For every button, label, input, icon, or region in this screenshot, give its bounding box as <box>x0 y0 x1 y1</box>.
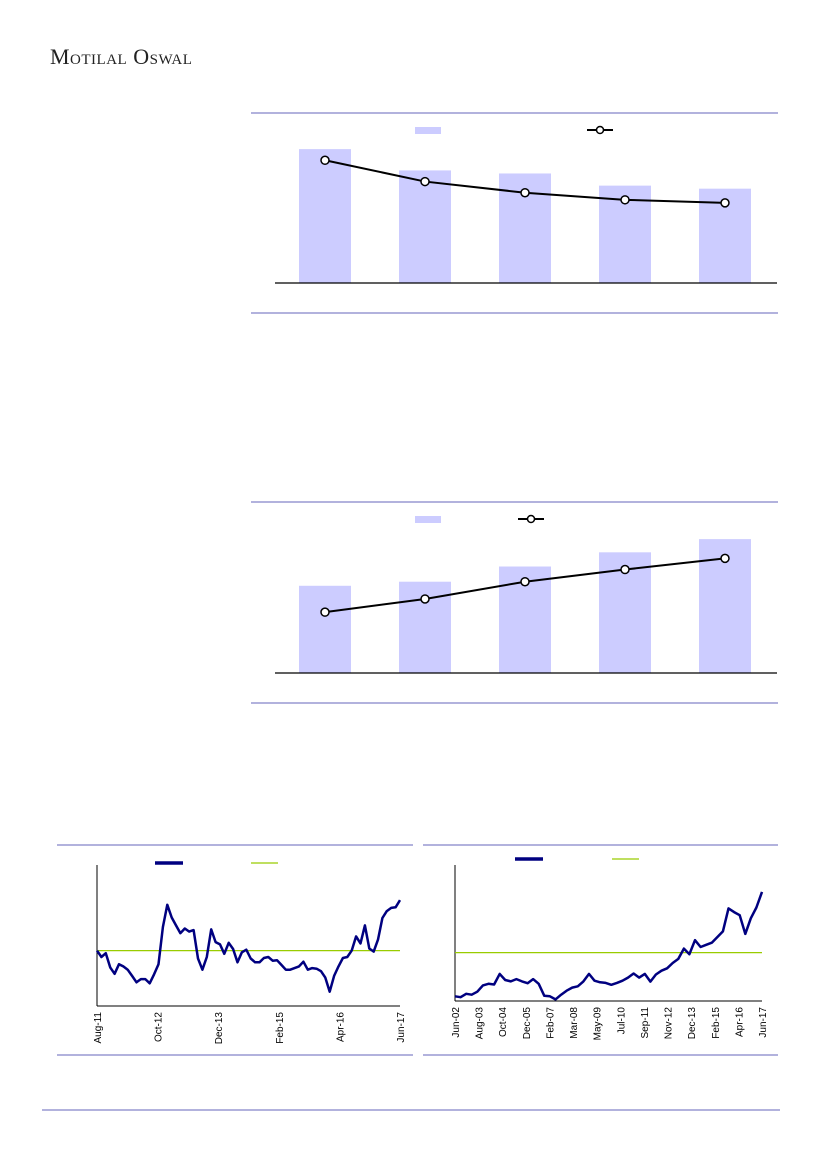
x-tick-label: Dec-05 <box>522 1007 533 1040</box>
legend-marker <box>595 125 605 135</box>
line-point <box>420 176 430 187</box>
x-tick-label: Aug-03 <box>475 1007 486 1040</box>
bar <box>299 149 351 283</box>
logo: Motilal Oswal <box>50 44 193 69</box>
legend-marker <box>526 514 536 524</box>
line-point <box>620 564 630 575</box>
x-tick-label: Jul-10 <box>616 1007 627 1035</box>
line-point <box>320 607 330 617</box>
x-tick-label: Dec-13 <box>214 1012 225 1045</box>
x-tick-label: Jun-17 <box>396 1012 407 1043</box>
x-tick-label: Apr-16 <box>335 1012 346 1042</box>
x-tick-label: Sep-11 <box>640 1007 651 1039</box>
line-point <box>520 576 530 587</box>
x-tick-label: Aug-11 <box>93 1012 104 1044</box>
bar <box>399 170 451 283</box>
line-point <box>720 553 730 564</box>
chart3: Aug-11 Oct-12 Dec-13 Feb-15 Apr-16 Jun-17 <box>93 861 407 1045</box>
x-tick-label: Nov-12 <box>664 1007 675 1040</box>
legend-bar-swatch <box>415 516 441 523</box>
x-tick-label: Feb-07 <box>545 1007 556 1039</box>
x-tick-label: Oct-12 <box>154 1012 165 1042</box>
series-line <box>454 891 764 1001</box>
x-tick-label: Dec-13 <box>687 1007 698 1040</box>
line-point <box>320 155 330 166</box>
line-point <box>620 195 630 205</box>
x-tick-label: Apr-16 <box>734 1007 745 1037</box>
legend-bar-swatch <box>415 127 441 134</box>
x-tick-label: Jun-17 <box>758 1007 769 1038</box>
series-line <box>95 899 402 993</box>
x-tick-label: Feb-15 <box>711 1007 722 1039</box>
x-tick-label: May-09 <box>593 1007 604 1041</box>
chart1 <box>275 125 777 284</box>
x-tick-label: Mar-08 <box>569 1007 580 1039</box>
line-point <box>420 594 430 604</box>
line-point <box>520 187 530 198</box>
chart4: Jun-02 Aug-03 Oct-04 Dec-05 Feb-07 Mar-08 May-… <box>451 857 769 1041</box>
x-tick-label: Jun-02 <box>451 1007 462 1038</box>
line-point <box>720 198 730 208</box>
bar <box>299 585 351 673</box>
chart2 <box>275 514 777 674</box>
x-tick-label: Oct-04 <box>498 1007 509 1037</box>
x-tick-label: Feb-15 <box>275 1012 286 1044</box>
